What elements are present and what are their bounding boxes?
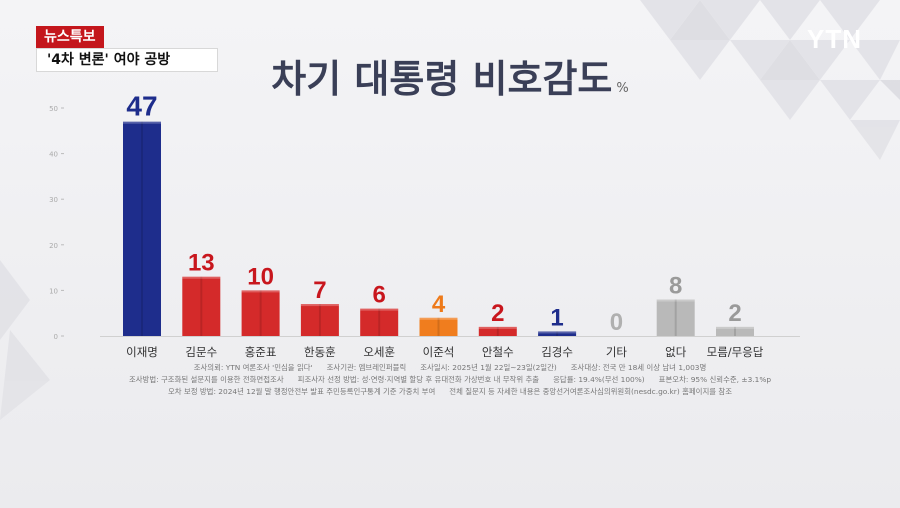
bar-highlight <box>478 326 517 329</box>
y-tick-label: 0 <box>54 333 58 341</box>
note-item: 전체 질문지 등 자세한 내용은 중앙선거여론조사심의위원회(nesdc.go.… <box>449 387 733 396</box>
news-headline: '4차 변론' 여야 공방 <box>36 48 218 72</box>
bar <box>478 326 517 336</box>
survey-notes: 조사의뢰: YTN 여론조사 '민심을 읽다' 조사기관: 엠브레인퍼블릭 조사… <box>100 362 800 398</box>
bar-highlight <box>123 121 161 124</box>
category-label: 이재명 <box>126 345 158 359</box>
bar <box>716 326 754 336</box>
note-item: 피조사자 선정 방법: 성·연령·지역별 할당 후 유대전화 가상번호 내 무작… <box>297 375 540 384</box>
y-tick-label: 20 <box>49 242 58 250</box>
bar-highlight <box>419 317 458 320</box>
bar-highlight <box>241 290 280 293</box>
bar-highlight <box>300 304 339 307</box>
bar <box>300 304 339 336</box>
bar <box>419 317 458 336</box>
bar-group <box>182 276 221 336</box>
category-label: 기타 <box>606 345 628 359</box>
y-tick-label: 50 <box>49 105 58 113</box>
value-label: 6 <box>373 282 386 309</box>
bar <box>360 308 399 336</box>
bar-group <box>241 290 280 336</box>
bar-shade <box>496 326 499 336</box>
notes-row-3: 오차 보정 방법: 2024년 12월 말 행정안전부 발표 주민등록인구통계 … <box>100 386 800 398</box>
value-label: 2 <box>728 300 741 327</box>
note-item: 조사일시: 2025년 1월 22일~23일(2일간) <box>420 363 557 372</box>
chart-title-block: 차기 대통령 비호감도% <box>0 48 900 103</box>
bar-group <box>123 121 161 337</box>
note-item: 오차 보정 방법: 2024년 12월 말 행정안전부 발표 주민등록인구통계 … <box>167 387 436 396</box>
value-label: 4 <box>432 291 446 318</box>
value-label: 13 <box>188 250 215 277</box>
note-item: 조사대상: 전국 만 18세 이상 남녀 1,003명 <box>570 363 707 372</box>
notes-row-1: 조사의뢰: YTN 여론조사 '민심을 읽다' 조사기관: 엠브레인퍼블릭 조사… <box>100 362 800 374</box>
bar-shade <box>141 121 143 337</box>
category-label: 홍준표 <box>245 345 277 359</box>
category-label: 모름/무응답 <box>707 345 764 359</box>
note-item: 표본오차: 95% 신뢰수준, ±3.1%p <box>658 375 772 384</box>
value-label: 10 <box>247 263 274 290</box>
bar-group <box>360 308 399 336</box>
value-label: 47 <box>126 91 157 122</box>
note-item: 조사의뢰: YTN 여론조사 '민심을 읽다' <box>193 363 313 372</box>
category-label: 안철수 <box>482 345 514 359</box>
y-tick-label: 10 <box>49 287 58 295</box>
note-item: 조사기관: 엠브레인퍼블릭 <box>326 363 407 372</box>
bar-shade <box>437 317 440 336</box>
category-label: 없다 <box>665 345 687 359</box>
value-label: 2 <box>491 300 504 327</box>
y-tick-label: 40 <box>49 151 58 159</box>
chart-title: 차기 대통령 비호감도 <box>271 57 613 101</box>
bar <box>656 299 695 336</box>
bar <box>538 331 577 336</box>
category-label: 한동훈 <box>304 345 336 359</box>
bar-shade <box>200 276 203 336</box>
category-label: 오세훈 <box>363 345 395 359</box>
bar-shade <box>556 331 559 336</box>
bar-group <box>656 299 695 336</box>
bar <box>241 290 280 336</box>
bar <box>182 276 221 336</box>
category-label: 김경수 <box>541 345 573 359</box>
bar-group <box>478 326 517 336</box>
category-label: 김문수 <box>185 345 217 359</box>
bar-shade <box>734 326 736 336</box>
y-tick-label: 30 <box>49 196 58 204</box>
value-label: 1 <box>550 304 563 331</box>
bar-highlight <box>656 299 695 302</box>
value-label: 0 <box>610 309 623 336</box>
bar-shade <box>674 299 677 336</box>
bar-highlight <box>538 331 577 334</box>
bar-highlight <box>182 276 221 279</box>
bar-group <box>300 304 339 336</box>
bar-shade <box>318 304 321 336</box>
notes-row-2: 조사방법: 구조화된 설문지를 이용한 전화면접조사 피조사자 선정 방법: 성… <box>100 374 800 386</box>
ytn-logo: YTN <box>807 24 862 54</box>
category-label: 이준석 <box>423 345 455 359</box>
note-item: 조사방법: 구조화된 설문지를 이용한 전화면접조사 <box>128 375 284 384</box>
bar-group <box>538 331 577 336</box>
bar-chart: 5040302010047이재명13김문수10홍준표7한동훈6오세훈4이준석2안… <box>49 91 800 359</box>
bar-group <box>419 317 458 336</box>
value-label: 7 <box>313 277 326 304</box>
bar-shade <box>259 290 262 336</box>
bar-highlight <box>716 326 754 329</box>
bar <box>123 121 161 337</box>
breaking-news-badge: 뉴스특보 <box>36 26 104 48</box>
bar-highlight <box>360 308 399 311</box>
value-label: 8 <box>669 273 682 300</box>
chart-unit: % <box>616 81 629 96</box>
bar-group <box>716 326 754 336</box>
bar-shade <box>378 308 381 336</box>
note-item: 응답률: 19.4%(무선 100%) <box>553 375 645 384</box>
